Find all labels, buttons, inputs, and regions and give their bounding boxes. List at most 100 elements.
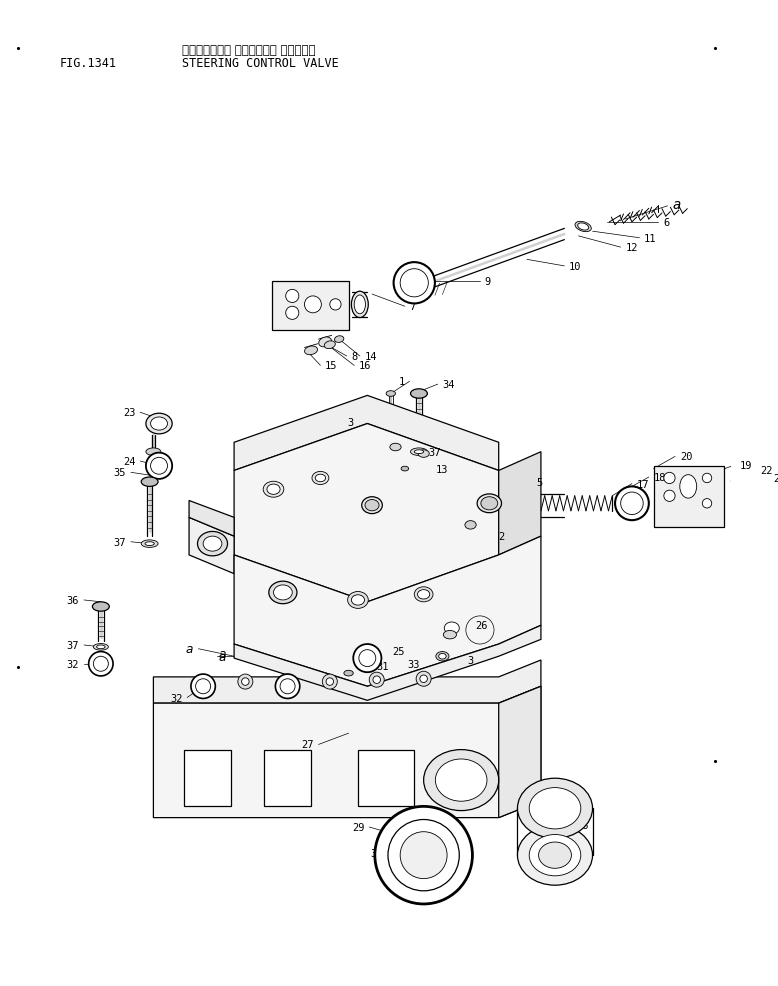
- Text: 23: 23: [123, 408, 135, 418]
- Circle shape: [286, 307, 299, 320]
- Ellipse shape: [362, 497, 382, 514]
- Text: 15: 15: [325, 361, 338, 371]
- Ellipse shape: [93, 644, 108, 651]
- Ellipse shape: [401, 466, 408, 471]
- Ellipse shape: [274, 586, 293, 600]
- Ellipse shape: [354, 296, 366, 315]
- Ellipse shape: [146, 414, 172, 435]
- Circle shape: [191, 674, 216, 699]
- Ellipse shape: [439, 654, 446, 660]
- Ellipse shape: [680, 475, 696, 499]
- Ellipse shape: [93, 602, 109, 611]
- Circle shape: [322, 674, 338, 689]
- Ellipse shape: [348, 592, 368, 608]
- Text: STEERING CONTROL VALVE: STEERING CONTROL VALVE: [181, 56, 338, 70]
- Circle shape: [275, 674, 300, 699]
- Circle shape: [370, 672, 384, 687]
- Circle shape: [242, 678, 249, 685]
- Ellipse shape: [324, 341, 335, 349]
- Ellipse shape: [418, 590, 429, 599]
- Text: 9: 9: [485, 277, 491, 287]
- Circle shape: [388, 819, 459, 891]
- Text: 11: 11: [644, 234, 657, 244]
- Circle shape: [280, 679, 295, 694]
- Circle shape: [304, 297, 321, 314]
- Circle shape: [330, 300, 341, 311]
- Ellipse shape: [575, 222, 591, 233]
- Polygon shape: [499, 453, 541, 555]
- Text: 31: 31: [377, 661, 389, 670]
- Ellipse shape: [529, 835, 581, 876]
- Text: a: a: [218, 650, 226, 663]
- Circle shape: [703, 499, 712, 509]
- Text: 5: 5: [536, 477, 542, 487]
- Polygon shape: [654, 466, 724, 528]
- Ellipse shape: [312, 472, 329, 485]
- Text: 19: 19: [740, 460, 752, 470]
- Polygon shape: [189, 501, 234, 536]
- Ellipse shape: [319, 337, 331, 347]
- Polygon shape: [189, 518, 234, 574]
- Text: a: a: [185, 643, 193, 656]
- Ellipse shape: [436, 652, 449, 662]
- Text: 26: 26: [475, 620, 488, 631]
- Text: 21: 21: [773, 473, 778, 483]
- Polygon shape: [234, 424, 499, 602]
- Ellipse shape: [481, 497, 498, 511]
- Text: 24: 24: [123, 457, 135, 466]
- Polygon shape: [499, 686, 541, 817]
- Circle shape: [375, 807, 472, 904]
- Text: 37: 37: [67, 640, 79, 651]
- Text: 37: 37: [429, 448, 441, 458]
- Circle shape: [664, 473, 675, 484]
- Text: 2: 2: [499, 531, 505, 541]
- Polygon shape: [153, 686, 541, 817]
- Text: 32: 32: [67, 659, 79, 669]
- Text: a: a: [218, 647, 226, 661]
- Circle shape: [280, 674, 295, 689]
- Ellipse shape: [96, 645, 105, 649]
- Circle shape: [420, 675, 427, 683]
- Circle shape: [703, 474, 712, 483]
- Ellipse shape: [203, 536, 222, 551]
- Text: 13: 13: [436, 464, 448, 474]
- Circle shape: [621, 493, 643, 515]
- Circle shape: [326, 678, 334, 685]
- Text: a: a: [673, 198, 682, 212]
- Text: 1: 1: [398, 377, 405, 387]
- Bar: [264, 750, 311, 807]
- Ellipse shape: [344, 670, 353, 676]
- Circle shape: [195, 677, 211, 692]
- Circle shape: [373, 676, 380, 683]
- Ellipse shape: [517, 778, 593, 838]
- Circle shape: [195, 679, 211, 694]
- Text: 34: 34: [443, 380, 455, 389]
- Text: 22: 22: [760, 466, 773, 476]
- Text: 20: 20: [680, 452, 692, 461]
- Circle shape: [394, 263, 435, 304]
- Ellipse shape: [414, 451, 424, 455]
- Circle shape: [89, 652, 113, 676]
- Circle shape: [151, 458, 167, 474]
- Ellipse shape: [529, 788, 581, 829]
- Text: ステアリング゛ コントロール バ゛ルブ゛: ステアリング゛ コントロール バ゛ルブ゛: [181, 43, 315, 56]
- Ellipse shape: [352, 596, 365, 605]
- Circle shape: [400, 832, 447, 879]
- Polygon shape: [272, 282, 349, 330]
- Text: 37: 37: [114, 537, 126, 547]
- Ellipse shape: [578, 224, 589, 231]
- Text: 25: 25: [393, 646, 405, 656]
- Polygon shape: [153, 661, 541, 703]
- Text: 27: 27: [301, 740, 314, 749]
- Ellipse shape: [517, 825, 593, 885]
- Ellipse shape: [269, 582, 297, 604]
- Circle shape: [146, 454, 172, 479]
- Bar: [358, 750, 414, 807]
- Ellipse shape: [390, 444, 401, 452]
- Ellipse shape: [444, 622, 459, 635]
- Ellipse shape: [263, 482, 284, 498]
- Circle shape: [615, 487, 649, 521]
- Circle shape: [93, 657, 108, 671]
- Ellipse shape: [141, 477, 158, 487]
- Ellipse shape: [424, 749, 499, 810]
